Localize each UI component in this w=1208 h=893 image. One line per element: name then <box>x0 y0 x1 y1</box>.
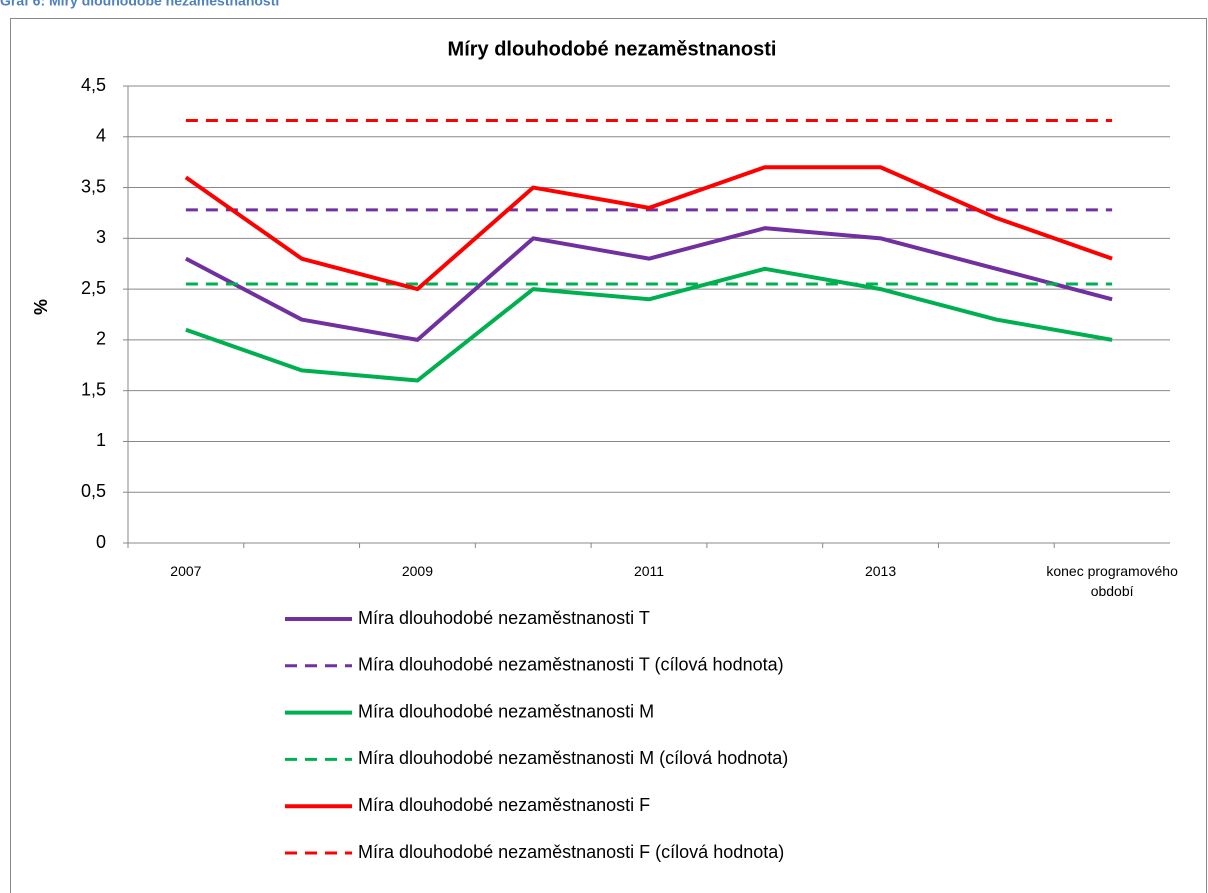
y-tick-label: 4,5 <box>81 75 106 95</box>
y-tick-label: 3 <box>96 227 106 247</box>
legend-label: Míra dlouhodobé nezaměstnanosti T (cílov… <box>358 655 784 675</box>
y-tick-label: 1 <box>96 430 106 450</box>
series-line <box>185 266 1113 383</box>
y-axis-label: % <box>31 299 51 315</box>
y-tick-label: 1,5 <box>81 379 106 399</box>
chart-title: Míry dlouhodobé nezaměstnanosti <box>448 38 777 60</box>
series-line <box>184 165 1113 292</box>
x-tick-label: 2007 <box>170 563 202 579</box>
y-tick-label: 0,5 <box>81 481 106 501</box>
legend-label: Míra dlouhodobé nezaměstnanosti M <box>358 701 654 721</box>
y-tick-label: 2,5 <box>81 278 106 298</box>
y-tick-label: 4 <box>96 126 106 146</box>
legend-label: Míra dlouhodobé nezaměstnanosti F <box>358 795 650 815</box>
series-line <box>184 226 1113 342</box>
legend-label: Míra dlouhodobé nezaměstnanosti F (cílov… <box>358 842 784 862</box>
legend-label: Míra dlouhodobé nezaměstnanosti T <box>358 608 650 628</box>
x-tick-label: 2013 <box>864 563 897 579</box>
y-tick-label: 3,5 <box>81 176 106 196</box>
chart-border <box>10 18 1207 893</box>
y-tick-label: 2 <box>96 329 106 349</box>
x-tick-label: 2009 <box>401 563 434 579</box>
x-tick-label: konec programového období <box>1046 563 1178 599</box>
caption: Graf 6: Míry dlouhodobé nezaměstnanosti <box>0 0 279 9</box>
y-tick-label: 0 <box>96 532 106 552</box>
legend-label: Míra dlouhodobé nezaměstnanosti M (cílov… <box>358 748 788 768</box>
x-tick-label: 2011 <box>633 563 665 579</box>
